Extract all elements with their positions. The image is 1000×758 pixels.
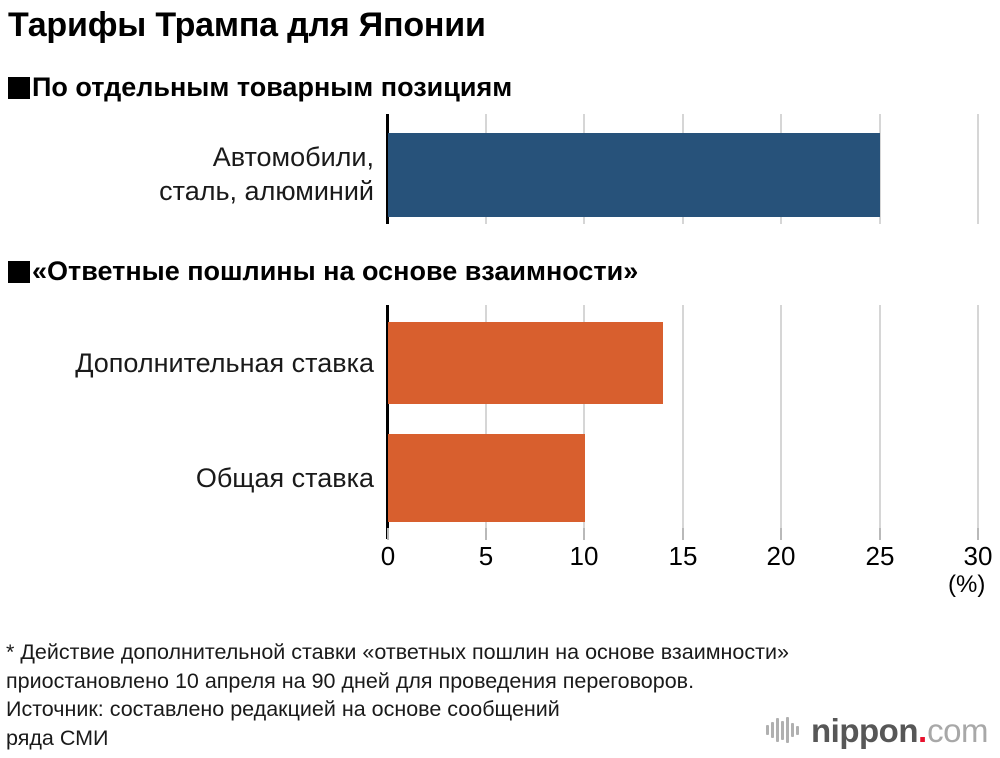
footnote-line-1: * Действие дополнительной ставки «ответн… (6, 640, 789, 664)
tick-label-30: 30 (963, 541, 993, 571)
tick-mark-0 (387, 528, 389, 540)
tick-label-20: 20 (766, 541, 796, 571)
tick-label-15: 15 (668, 541, 698, 571)
square-bullet-icon (8, 260, 30, 283)
tick-mark-15 (682, 528, 684, 540)
gridline-10 (583, 305, 585, 539)
gridline-25 (879, 305, 881, 539)
bar-automobiles-steel-aluminium (388, 133, 880, 217)
section-header-reciprocal-tariffs: «Ответные пошлины на основе взаимности» (8, 256, 638, 287)
section-header-label: «Ответные пошлины на основе взаимности» (32, 256, 639, 286)
footnotes: * Действие дополнительной ставки «ответн… (6, 638, 789, 752)
gridline-30 (977, 114, 979, 224)
tick-mark-10 (583, 528, 585, 540)
bar-additional-rate (388, 322, 663, 404)
y-axis-line-bottom (386, 305, 389, 539)
source-line-1: Источник: составлено редакцией на основе… (6, 697, 560, 721)
sound-wave-icon (766, 715, 801, 745)
logo-brand-name: nippon (811, 712, 918, 749)
bar-general-rate (388, 434, 585, 522)
section-header-individual-items: По отдельным товарным позициям (8, 72, 512, 103)
page-title: Тарифы Трампа для Японии (8, 6, 486, 44)
bar-label-line-1: Общая ставка (195, 463, 374, 493)
gridline-30 (977, 305, 979, 539)
gridline-20 (780, 305, 782, 539)
footnote-line-2: приостановлено 10 апреля на 90 дней для … (6, 668, 695, 693)
bar-label-line-2: сталь, алюминий (159, 176, 374, 206)
logo-dot: . (917, 712, 928, 749)
bar-label-line-1: Дополнительная ставка (75, 348, 374, 378)
tick-mark-20 (780, 528, 782, 540)
bar-label-general-rate: Общая ставка (196, 461, 374, 495)
chart-plot-area: Автомобили, сталь, алюминий Дополнительн… (75, 114, 993, 598)
bar-label-additional-rate: Дополнительная ставка (75, 346, 374, 380)
tick-label-10: 10 (569, 541, 599, 571)
gridline-25 (879, 114, 881, 224)
tick-label-0: 0 (380, 541, 396, 571)
y-axis-line-top (386, 114, 389, 224)
gridline-5 (485, 305, 487, 539)
tick-label-25: 25 (865, 541, 895, 571)
square-bullet-icon (8, 76, 30, 99)
logo-tld: com (927, 712, 988, 749)
tick-mark-5 (485, 528, 487, 540)
axis-unit-label: (%) (948, 571, 986, 598)
section-header-label: По отдельным товарным позициям (32, 72, 513, 102)
gridline-15 (682, 305, 684, 539)
source-line-2: ряда СМИ (6, 725, 109, 750)
nippon-com-logo: nippon . com (766, 714, 988, 748)
bar-label-automobiles-steel-aluminium: Автомобили, сталь, алюминий (159, 140, 374, 208)
bar-label-line-1: Автомобили, (212, 142, 374, 172)
tick-mark-25 (879, 528, 881, 540)
tick-mark-30 (977, 528, 979, 540)
tick-label-5: 5 (478, 541, 494, 571)
